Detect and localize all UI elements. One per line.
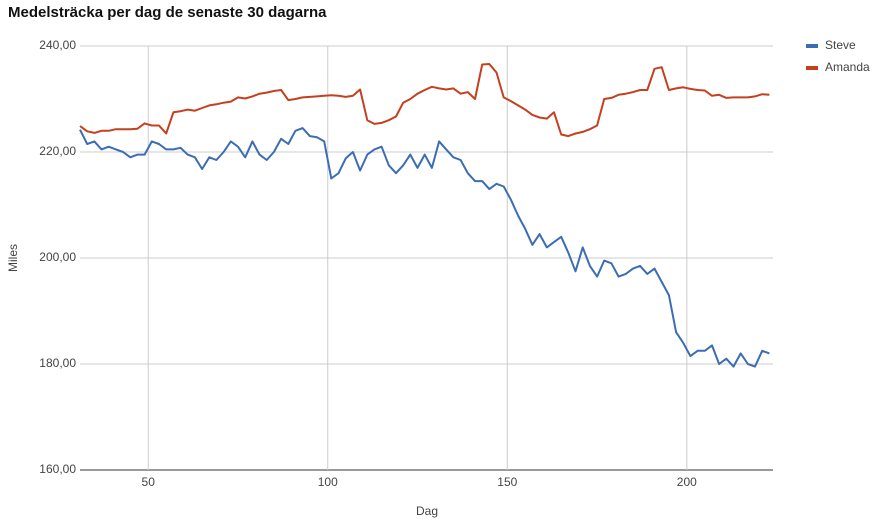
y-tick-label: 200,00 xyxy=(39,250,76,264)
y-tick-label: 180,00 xyxy=(39,356,76,370)
y-axis-label: Miles xyxy=(6,244,20,272)
legend-label: Amanda xyxy=(825,60,870,74)
chart-title: Medelsträcka per dag de senaste 30 dagar… xyxy=(8,4,327,21)
y-tick-label: 160,00 xyxy=(39,462,76,476)
y-tick-label: 220,00 xyxy=(39,144,76,158)
x-axis-label: Dag xyxy=(416,504,438,518)
y-tick-label: 240,00 xyxy=(39,38,76,52)
legend-swatch xyxy=(806,66,818,70)
x-tick-label: 100 xyxy=(318,475,338,489)
x-tick-label: 200 xyxy=(677,475,697,489)
series-line xyxy=(79,127,770,368)
legend-label: Steve xyxy=(825,38,856,52)
x-tick-label: 50 xyxy=(142,475,156,489)
legend-swatch xyxy=(806,44,818,48)
x-tick-label: 150 xyxy=(497,475,517,489)
series-line xyxy=(79,63,770,138)
